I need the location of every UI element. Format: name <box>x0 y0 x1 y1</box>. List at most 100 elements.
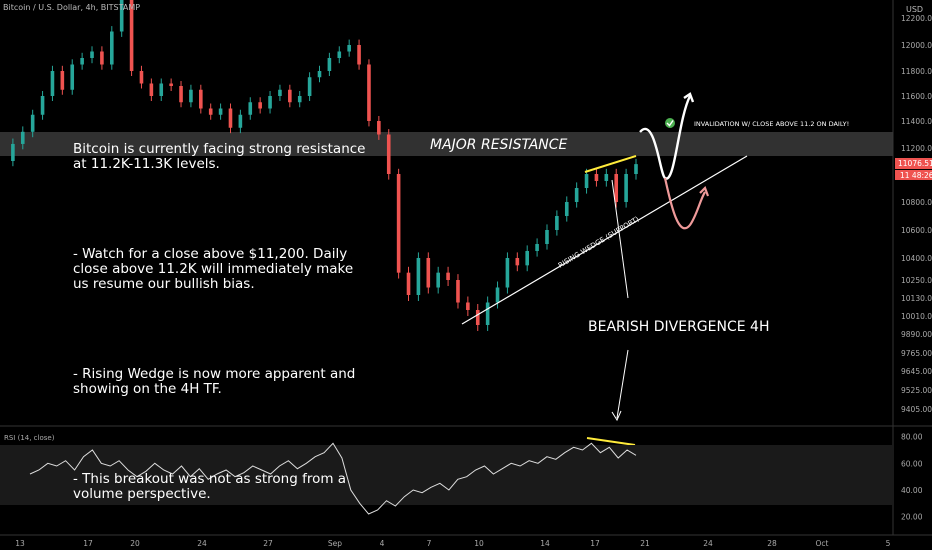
date-tick-label: 5 <box>886 539 891 548</box>
candle-body <box>50 71 55 96</box>
date-tick-label: 14 <box>540 539 550 548</box>
candle-body <box>396 174 401 273</box>
candle-body <box>426 258 431 288</box>
price-tick-label: 9765.00 <box>901 349 932 358</box>
date-tick-label: 21 <box>640 539 650 548</box>
candle-body <box>199 89 203 109</box>
countdown-tag <box>895 170 932 180</box>
candle-body <box>317 71 322 78</box>
date-tick-label: 7 <box>427 539 432 548</box>
divergence-pointer-down <box>616 349 629 419</box>
candle-body <box>139 71 144 84</box>
price-tick-label: 12000.00 <box>901 41 932 50</box>
bullish-arrow-head <box>683 92 695 103</box>
rsi-title: RSI (14, close) <box>4 434 55 442</box>
candle-body <box>485 302 490 325</box>
candle-body <box>634 164 638 174</box>
price-tick-label: 12200.00 <box>901 14 932 23</box>
rsi-tick-label: 80.00 <box>901 433 923 442</box>
candle-body <box>347 45 351 52</box>
candle-body <box>466 302 470 310</box>
candle-body <box>367 64 371 121</box>
date-tick-label: 4 <box>380 539 385 548</box>
candle-body <box>20 131 25 144</box>
candle-body <box>100 51 104 65</box>
price-tick-label: 10010.00 <box>901 312 932 321</box>
candle-body <box>505 258 510 288</box>
price-tick-label: 9525.00 <box>901 386 932 395</box>
price-tick-label: 10400.00 <box>901 254 932 263</box>
rsi-divergence-line <box>586 437 636 446</box>
date-tick-label: 10 <box>474 539 484 548</box>
candle-body <box>238 114 243 128</box>
divergence-pointer-up <box>611 179 629 299</box>
last-price-tag <box>895 158 932 169</box>
note-line: - This breakout was not as strong from a… <box>73 471 351 502</box>
candle-body <box>90 51 94 58</box>
candle-body <box>594 174 599 181</box>
candle-body <box>169 83 173 86</box>
candle-body <box>495 287 500 303</box>
rsi-tick-label: 60.00 <box>901 459 923 468</box>
candle-body <box>288 89 292 103</box>
rsi-line <box>29 442 637 515</box>
candle-body <box>386 134 391 174</box>
price-tick-label: 10250.00 <box>901 276 932 285</box>
invalidation-label: INVALIDATION W/ CLOSE ABOVE 11.2 ON DAIL… <box>694 120 849 128</box>
candle-body <box>248 102 253 115</box>
check-icon <box>665 118 675 128</box>
candle-body <box>60 71 65 90</box>
candle-body <box>119 0 124 32</box>
candle-body <box>574 188 579 202</box>
date-tick-label: 17 <box>83 539 93 548</box>
candle-body <box>228 108 233 128</box>
bearish-projection-path <box>663 177 706 230</box>
candle-body <box>604 174 609 181</box>
candle-body <box>416 258 421 295</box>
countdown-label: 11 48:26 <box>900 171 932 180</box>
price-tick-label: 11600.00 <box>901 92 932 101</box>
note-line: - Rising Wedge is now more apparent and … <box>73 366 360 397</box>
candle-body <box>189 89 193 103</box>
price-tick-label: 10600.00 <box>901 226 932 235</box>
note-line <box>73 322 373 337</box>
candle-body <box>11 143 15 161</box>
rising-wedge-label: RISING WEDGE (SUPPORT) <box>557 215 641 270</box>
candle-body <box>30 114 35 132</box>
candle-body <box>149 83 154 96</box>
note-line: Bitcoin is currently facing strong resis… <box>73 141 370 172</box>
analysis-notes: Bitcoin is currently facing strong resis… <box>73 112 373 532</box>
candle-body <box>456 280 460 303</box>
candle-body <box>337 51 342 58</box>
rsi-tick-label: 20.00 <box>901 513 923 522</box>
last-price-label: 11076.51 <box>898 159 932 168</box>
major-resistance-zone <box>0 132 893 156</box>
candle-body <box>406 272 411 295</box>
ticker-label: Bitcoin / U.S. Dollar, 4h, BITSTAMP <box>3 3 141 12</box>
rsi-band <box>0 445 893 505</box>
currency-label: USD <box>906 5 924 14</box>
candle-body <box>555 216 559 230</box>
candle-body <box>159 83 164 96</box>
candle-body <box>614 174 619 202</box>
arrow-head <box>611 410 622 422</box>
date-tick-label: 17 <box>590 539 600 548</box>
candle-body <box>109 31 114 65</box>
candle-body <box>70 64 75 90</box>
candle-body <box>515 258 520 266</box>
date-tick-label: Oct <box>816 539 829 548</box>
candle-body <box>307 77 312 96</box>
bearish-divergence-label: BEARISH DIVERGENCE 4H <box>588 319 769 335</box>
candle-body <box>327 58 332 71</box>
candle-body <box>584 174 589 188</box>
candle-body <box>564 202 569 216</box>
date-tick-label: 24 <box>197 539 207 548</box>
check-mark <box>666 120 674 127</box>
date-tick-label: Sep <box>328 539 342 548</box>
date-tick-label: 24 <box>703 539 713 548</box>
note-line <box>73 427 373 442</box>
candle-body <box>357 45 361 65</box>
candle-body <box>377 121 381 135</box>
